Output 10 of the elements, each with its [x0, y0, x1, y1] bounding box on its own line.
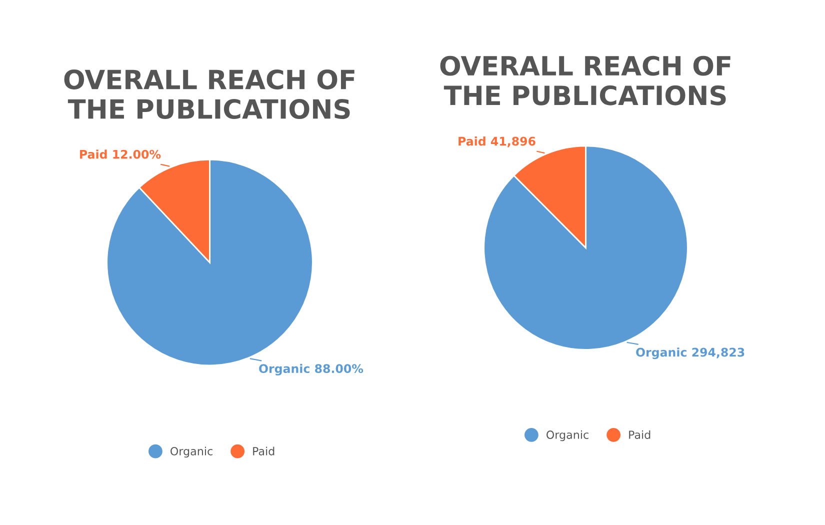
category-label: Organic 88.00% [259, 364, 364, 376]
category-label: Paid 41,896 [458, 136, 536, 148]
category-label: Organic 294,823 [636, 348, 744, 360]
legend-label: Paid [629, 430, 650, 439]
category-label: Paid 12.00% [80, 150, 161, 159]
chart-title: OVERALL REACH OF THE PUBLICATIONS [440, 56, 730, 106]
legend-label: Organic [546, 430, 588, 442]
legend-label: Paid [253, 446, 274, 456]
chart-title: OVERALL REACH OF THE PUBLICATIONS [64, 69, 354, 120]
legend-label: Organic [170, 446, 212, 458]
